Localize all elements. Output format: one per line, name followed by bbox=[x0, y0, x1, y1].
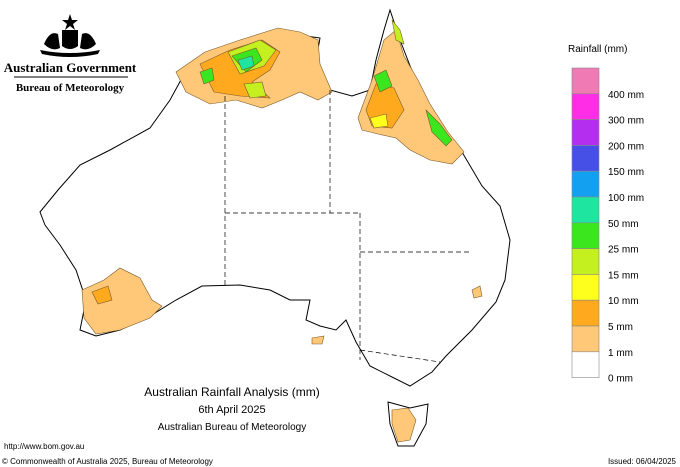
legend-swatch bbox=[571, 93, 600, 120]
legend-swatch bbox=[571, 248, 600, 275]
legend-title: Rainfall (mm) bbox=[568, 44, 627, 55]
legend-label: 400 mm bbox=[608, 90, 644, 101]
legend-label: 10 mm bbox=[608, 296, 639, 307]
legend-swatch bbox=[571, 67, 600, 95]
legend-label: 1 mm bbox=[608, 348, 633, 359]
legend-label: 150 mm bbox=[608, 167, 644, 178]
footer-issued: Issued: 06/04/2025 bbox=[608, 457, 677, 466]
legend: 400 mm 300 mm 200 mm 150 mm 100 mm 50 mm 25 mm… bbox=[571, 67, 644, 385]
rainfall-areas bbox=[81, 19, 483, 443]
legend-label: 100 mm bbox=[608, 193, 644, 204]
legend-label: 200 mm bbox=[608, 141, 644, 152]
map-title: Australian Rainfall Analysis (mm) bbox=[144, 385, 319, 399]
legend-label: 0 mm bbox=[608, 374, 633, 385]
legend-swatch bbox=[571, 196, 600, 224]
map-date: 6th April 2025 bbox=[198, 404, 265, 416]
legend-label: 25 mm bbox=[608, 245, 639, 256]
legend-label: 15 mm bbox=[608, 270, 639, 281]
legend-swatch bbox=[571, 351, 600, 378]
map-source: Australian Bureau of Meteorology bbox=[158, 422, 306, 433]
legend-swatch bbox=[571, 145, 600, 172]
legend-label: 5 mm bbox=[608, 322, 633, 333]
crest bbox=[40, 14, 100, 57]
header-subtitle: Bureau of Meteorology bbox=[16, 82, 125, 94]
legend-swatch bbox=[571, 119, 600, 146]
legend-label: 300 mm bbox=[608, 116, 644, 127]
footer-url: http://www.bom.gov.au bbox=[4, 442, 84, 451]
legend-swatch bbox=[571, 274, 600, 301]
footer-copyright: © Commonwealth of Australia 2025, Bureau… bbox=[2, 457, 213, 466]
legend-swatch bbox=[571, 325, 600, 353]
legend-label: 50 mm bbox=[608, 219, 639, 230]
legend-swatch bbox=[571, 222, 600, 249]
legend-swatch bbox=[571, 170, 600, 198]
state-borders bbox=[224, 90, 470, 363]
legend-swatch bbox=[571, 299, 600, 327]
header-title: Australian Government bbox=[4, 60, 137, 75]
